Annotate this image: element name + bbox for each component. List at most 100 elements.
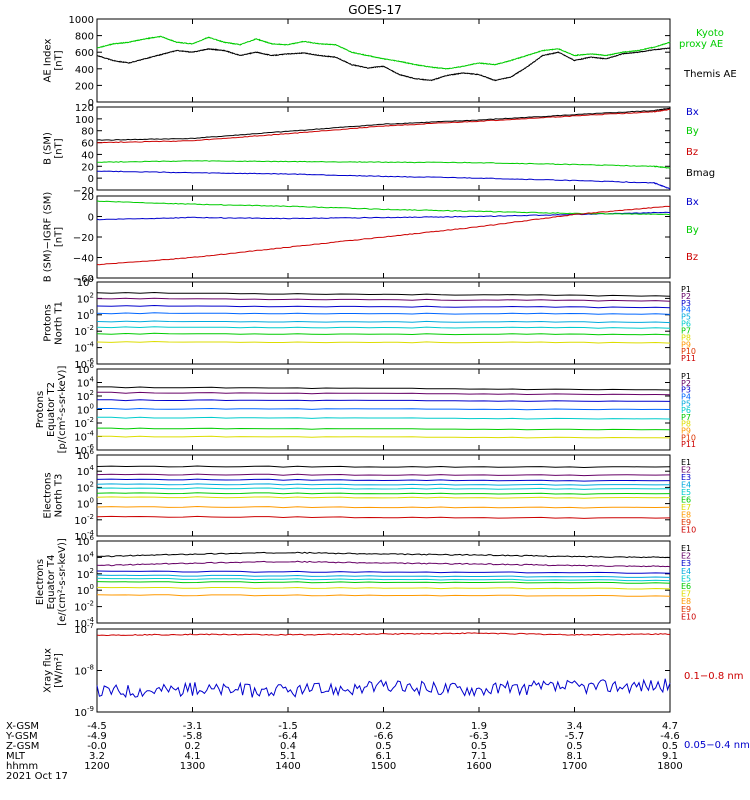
series-line-e4 <box>96 574 671 578</box>
panel-ae: 1000 800 600 400 200 0 AE Index [nT] Kyotoproxy … <box>43 15 737 109</box>
series-line-p1 <box>96 291 671 297</box>
axis-row-label: X-GSM <box>6 721 39 732</box>
legend-item: P3 <box>681 299 691 308</box>
axis-row-value: -4.6 <box>660 731 680 742</box>
axis-row-value: 1400 <box>275 761 300 772</box>
series-line-e4 <box>96 483 671 486</box>
axis-row-value: 4.7 <box>662 721 678 732</box>
y-tick-label: −20 <box>73 233 94 244</box>
y-tick-label: 10-4 <box>74 341 94 355</box>
series-line-0-05-0-4-nm <box>96 678 671 699</box>
y-tick-label: 10-2 <box>74 600 94 614</box>
y-tick-label: 10-2 <box>74 513 94 527</box>
series-line-e9 <box>96 515 671 519</box>
legend: Bx By Bz <box>686 197 699 263</box>
y-axis-label: [nT] <box>54 50 65 70</box>
y-axis-label: AE Index <box>43 38 54 82</box>
series-line-themis-ae <box>96 47 671 82</box>
legend-item: E2 <box>681 552 691 561</box>
y-tick-label: 1000 <box>69 15 94 26</box>
legend-item: E7 <box>681 503 691 512</box>
panel-bdiff: 20 0 −20 −40 −60 B (SM)−IGRF (SM) [nT] Bx By Bz <box>43 192 699 285</box>
y-tick-label: 0 <box>88 213 94 224</box>
axis-row-value: 8.1 <box>567 751 583 762</box>
axis-row-value: 1.9 <box>471 721 487 732</box>
legend-item: Bx <box>686 107 699 118</box>
legend-item: P4 <box>681 392 691 401</box>
legend-item: E4 <box>681 567 691 576</box>
y-axis-label: Protons <box>35 391 46 428</box>
y-axis-label: Protons <box>43 304 54 341</box>
axis-row-value: -4.5 <box>87 721 107 732</box>
axis-row-value: 1800 <box>657 761 682 772</box>
x-axis-table: X-GSM -4.5 -3.1 -1.5 0.2 1.9 3.4 4.7 Y-GSM -4.9 -5… <box>5 721 683 782</box>
axis-row-value: 1200 <box>84 761 109 772</box>
legend-item: P5 <box>681 313 691 322</box>
legend-item: E3 <box>681 559 691 568</box>
axis-row-value: -3.1 <box>183 721 203 732</box>
legend-item: E1 <box>681 544 691 553</box>
y-tick-label: 102 <box>77 291 94 305</box>
y-tick-label: −20 <box>73 186 94 197</box>
legend-item: P3 <box>681 386 691 395</box>
axis-row-value: 1700 <box>562 761 587 772</box>
y-tick-label: 400 <box>75 65 94 76</box>
axis-row-value: 0.5 <box>567 741 583 752</box>
legend-item: E1 <box>681 458 691 467</box>
legend-item: E3 <box>681 473 691 482</box>
panel-xray: 10-7 10-8 10-9 Xray flux [W/m²] 0.1−0.8 nm 0.0… <box>43 622 750 751</box>
series-line-p4 <box>96 312 671 315</box>
series-line-e6 <box>96 581 671 584</box>
legend-item: P9 <box>681 427 691 436</box>
axis-row-value: 0.5 <box>471 741 487 752</box>
y-tick-label: 106 <box>77 362 95 376</box>
series-line-p5 <box>97 416 671 420</box>
series-line-e8 <box>96 594 671 597</box>
axis-row-value: 3.2 <box>89 751 105 762</box>
y-tick-label: 100 <box>77 583 94 597</box>
y-axis-label: North T3 <box>54 474 65 518</box>
y-axis-label: Equator T2 <box>46 382 57 437</box>
axis-row-value: -6.3 <box>469 731 489 742</box>
y-tick-label: 10-4 <box>74 430 94 444</box>
y-tick-label: 102 <box>77 480 94 494</box>
panel-frame <box>96 18 671 103</box>
y-axis-label: Electrons <box>35 559 46 605</box>
legend-item: P10 <box>681 347 696 356</box>
y-axis-label: [nT] <box>54 227 65 247</box>
series-line-p1 <box>97 386 671 391</box>
date-label: 2021 Oct 17 <box>6 771 68 782</box>
series-line-bz <box>96 205 671 266</box>
legend-item: E10 <box>681 612 696 621</box>
legend-item: By <box>686 126 699 137</box>
legend-item: Bz <box>686 252 698 263</box>
legend-item: Bx <box>686 197 699 208</box>
axis-row-value: -1.5 <box>278 721 298 732</box>
y-axis-label: Xray flux <box>43 648 54 693</box>
series-line-e3 <box>96 478 671 482</box>
legend-item: P6 <box>681 406 691 415</box>
panel-frame <box>96 106 671 191</box>
series-line-p2 <box>96 297 671 302</box>
series-line-p6 <box>96 326 671 329</box>
axis-row-value: 3.4 <box>567 721 583 732</box>
legend-item: P4 <box>681 306 691 315</box>
axis-row-value: 1600 <box>466 761 491 772</box>
series-line-p3 <box>96 304 671 309</box>
axis-row-value: -6.6 <box>374 731 394 742</box>
y-tick-label: 102 <box>77 567 94 581</box>
axis-row-label: hhmm <box>6 761 38 772</box>
y-axis-label: [e/(cm²-s-sr-keV)] <box>57 538 68 626</box>
legend-item: Bmag <box>686 168 715 179</box>
y-axis-label: Equator T4 <box>46 555 57 610</box>
legend-item: P11 <box>681 440 696 449</box>
legend-item: E10 <box>681 526 696 535</box>
series-line-p3 <box>97 399 671 402</box>
axis-row-value: 1500 <box>371 761 396 772</box>
y-tick-label: 104 <box>77 275 95 289</box>
legend-item: Themis AE <box>683 69 737 80</box>
legend-item: E6 <box>681 496 691 505</box>
